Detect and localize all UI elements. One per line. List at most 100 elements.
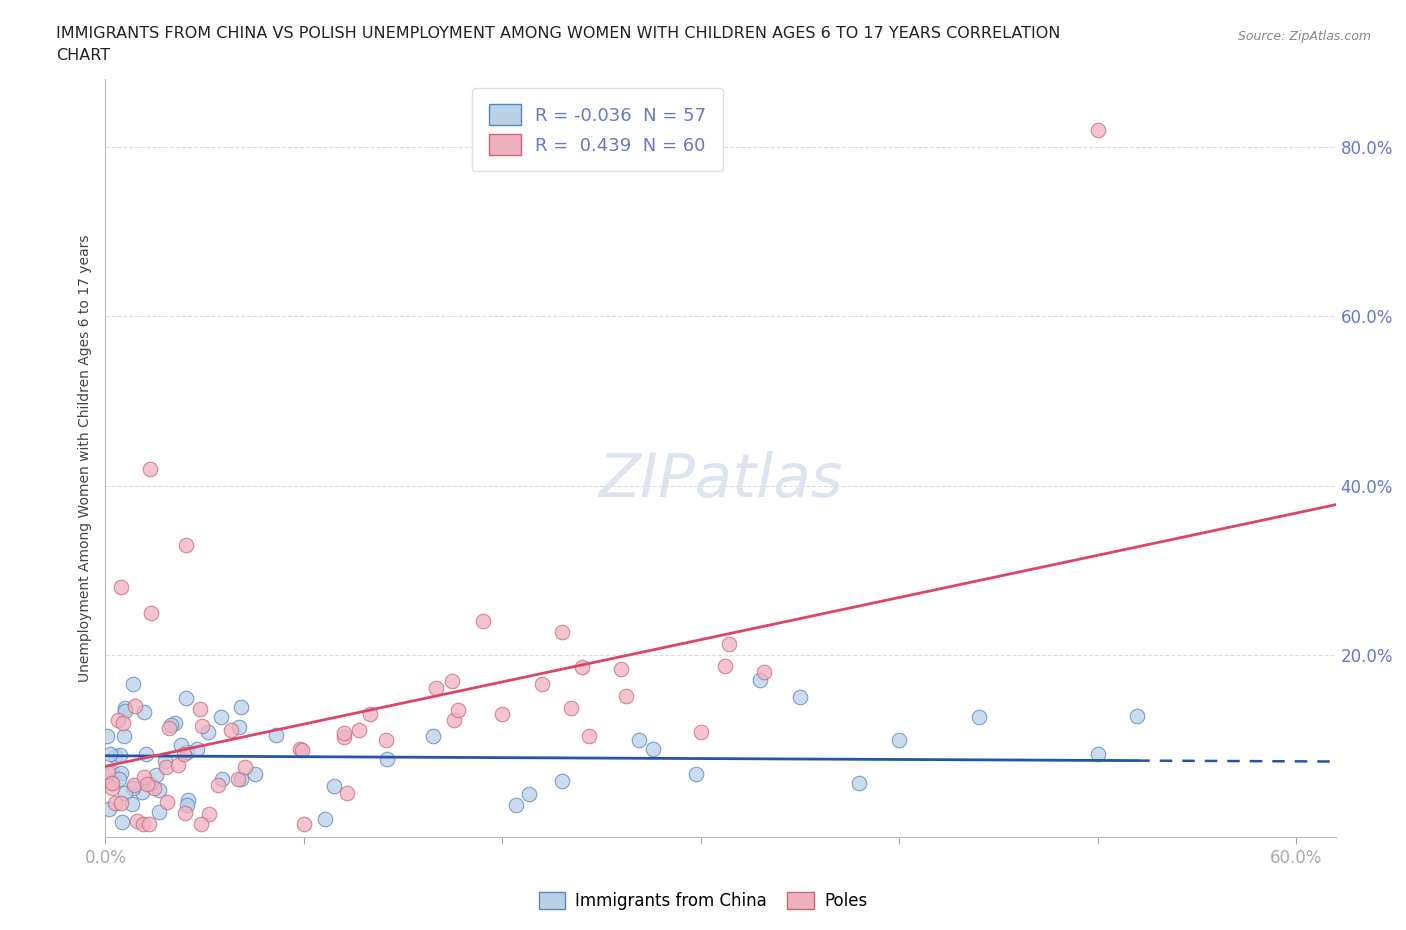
Point — [689, 724, 711, 739]
Y-axis label: Unemployment Among Women with Children Ages 6 to 17 years: Unemployment Among Women with Children A… — [79, 234, 93, 682]
Point — [107, 712, 129, 727]
Point — [233, 760, 256, 775]
Point — [103, 749, 125, 764]
Point — [551, 773, 574, 788]
Point — [139, 777, 162, 791]
Point — [443, 712, 465, 727]
Point — [121, 797, 143, 812]
Point — [177, 792, 200, 807]
Point — [1126, 709, 1149, 724]
Legend: Immigrants from China, Poles: Immigrants from China, Poles — [531, 885, 875, 917]
Point — [132, 817, 155, 831]
Point — [100, 764, 122, 779]
Point — [889, 733, 911, 748]
Point — [110, 795, 132, 810]
Point — [211, 772, 233, 787]
Point — [610, 661, 633, 676]
Point — [111, 715, 134, 730]
Point — [122, 777, 145, 792]
Point — [1087, 747, 1109, 762]
Point — [530, 677, 553, 692]
Point — [440, 673, 463, 688]
Point — [374, 732, 396, 747]
Point — [714, 658, 737, 673]
Point — [517, 786, 540, 801]
Point — [101, 776, 124, 790]
Point — [124, 698, 146, 713]
Point — [127, 814, 149, 829]
Text: ZIPatlas: ZIPatlas — [599, 451, 842, 511]
Point — [578, 729, 600, 744]
Point — [108, 772, 131, 787]
Point — [142, 780, 165, 795]
Point — [571, 659, 593, 674]
Point — [332, 729, 354, 744]
Point — [131, 785, 153, 800]
Point — [749, 673, 772, 688]
Point — [375, 751, 398, 766]
Point — [291, 742, 314, 757]
Point — [967, 710, 990, 724]
Point — [614, 688, 637, 703]
Point — [447, 702, 470, 717]
Point — [190, 719, 212, 734]
Point — [155, 760, 177, 775]
Point — [789, 690, 811, 705]
Point — [148, 782, 170, 797]
Point — [718, 637, 741, 652]
Point — [108, 748, 131, 763]
Point — [226, 771, 249, 786]
Point — [198, 807, 221, 822]
Point — [207, 778, 229, 793]
Point — [422, 729, 444, 744]
Text: IMMIGRANTS FROM CHINA VS POLISH UNEMPLOYMENT AMONG WOMEN WITH CHILDREN AGES 6 TO: IMMIGRANTS FROM CHINA VS POLISH UNEMPLOY… — [56, 26, 1060, 41]
Point — [209, 710, 232, 724]
Point — [138, 817, 160, 831]
Point — [134, 704, 156, 719]
Point — [112, 729, 135, 744]
Point — [221, 723, 243, 737]
Point — [491, 707, 513, 722]
Point — [229, 772, 252, 787]
Point — [110, 579, 132, 594]
Point — [97, 764, 120, 779]
Point — [157, 720, 180, 735]
Point — [197, 725, 219, 740]
Point — [560, 701, 582, 716]
Point — [167, 758, 190, 773]
Point — [229, 699, 252, 714]
Point — [176, 744, 198, 759]
Point — [754, 665, 776, 680]
Point — [322, 778, 344, 793]
Point — [134, 770, 156, 785]
Point — [135, 747, 157, 762]
Point — [163, 715, 186, 730]
Point — [314, 811, 336, 826]
Point — [333, 725, 356, 740]
Point — [266, 727, 288, 742]
Point — [174, 805, 197, 820]
Point — [848, 776, 870, 790]
Point — [173, 747, 195, 762]
Point — [685, 766, 707, 781]
Point — [114, 700, 136, 715]
Point — [110, 765, 132, 780]
Point — [122, 781, 145, 796]
Point — [472, 614, 495, 629]
Point — [228, 720, 250, 735]
Point — [627, 732, 650, 747]
Point — [336, 786, 359, 801]
Point — [100, 781, 122, 796]
Point — [347, 723, 370, 737]
Point — [98, 746, 121, 761]
Point — [190, 817, 212, 831]
Point — [170, 737, 193, 752]
Point — [550, 624, 572, 639]
Point — [641, 741, 664, 756]
Point — [243, 766, 266, 781]
Point — [145, 767, 167, 782]
Text: Source: ZipAtlas.com: Source: ZipAtlas.com — [1237, 30, 1371, 43]
Point — [96, 728, 118, 743]
Point — [141, 605, 163, 620]
Point — [190, 701, 212, 716]
